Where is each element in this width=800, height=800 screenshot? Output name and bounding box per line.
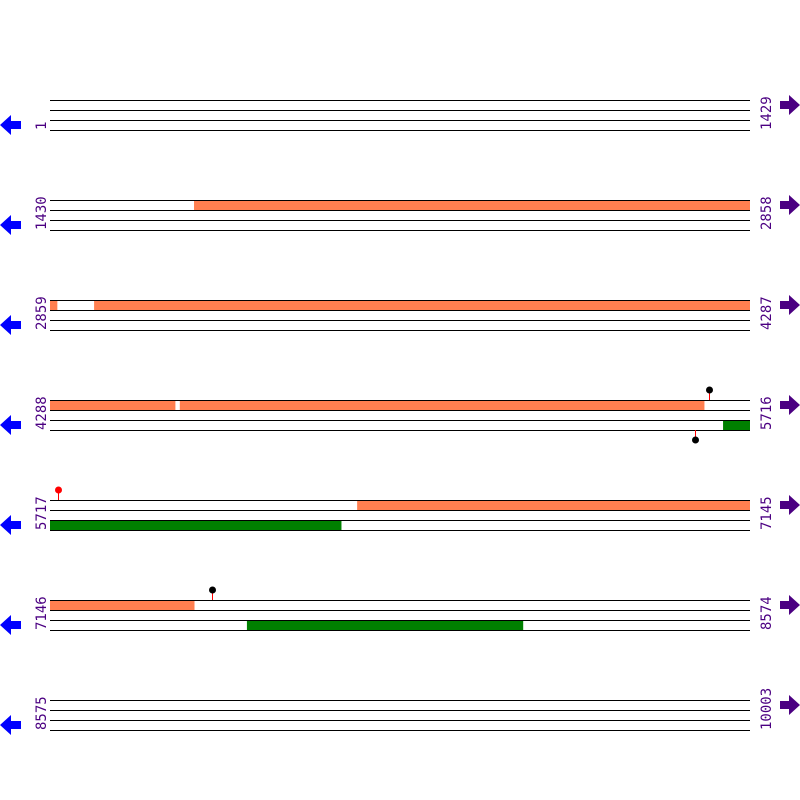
sequence-row: 1430 2858	[0, 195, 800, 235]
arrow-left-icon[interactable]	[0, 715, 21, 735]
forward-orf-bar	[50, 400, 176, 410]
arrow-left-icon[interactable]	[0, 415, 21, 435]
row-start-label: 5717	[34, 496, 50, 530]
row-end-label: 4287	[759, 296, 775, 330]
marker-dot	[55, 486, 62, 494]
arrow-right-icon[interactable]	[780, 295, 800, 315]
marker-dot	[692, 436, 699, 444]
forward-orf-bar	[194, 200, 751, 210]
row-end-label: 1429	[759, 96, 775, 130]
forward-orf-bar	[50, 600, 195, 610]
reverse-orf-bar	[50, 520, 342, 530]
row-start-label: 1430	[34, 196, 50, 230]
row-start-label: 1	[34, 122, 50, 130]
sequence-row: 5717 7145	[0, 486, 800, 535]
row-start-label: 8575	[34, 696, 50, 730]
arrow-left-icon[interactable]	[0, 515, 21, 535]
arrow-right-icon[interactable]	[780, 595, 800, 615]
forward-orf-bar	[50, 300, 58, 310]
sequence-row: 4288 5716	[0, 386, 800, 444]
row-end-label: 7145	[759, 496, 775, 530]
row-start-label: 2859	[34, 296, 50, 330]
reverse-orf-bar	[246, 620, 524, 630]
reverse-orf-bar	[723, 420, 750, 430]
arrow-left-icon[interactable]	[0, 215, 21, 235]
arrow-right-icon[interactable]	[780, 195, 800, 215]
marker-dot	[209, 586, 216, 594]
row-end-label: 10003	[759, 688, 775, 730]
arrow-left-icon[interactable]	[0, 315, 21, 335]
arrow-left-icon[interactable]	[0, 615, 21, 635]
row-start-label: 4288	[34, 396, 50, 430]
row-end-label: 2858	[759, 196, 775, 230]
sequence-row: 8575 10003	[0, 688, 800, 735]
row-start-label: 7146	[34, 596, 50, 630]
row-end-label: 5716	[759, 396, 775, 430]
row-end-label: 8574	[759, 596, 775, 630]
arrow-left-icon[interactable]	[0, 115, 21, 135]
marker-dot	[706, 386, 713, 394]
arrow-right-icon[interactable]	[780, 95, 800, 115]
arrow-right-icon[interactable]	[780, 495, 800, 515]
forward-orf-bar	[94, 300, 750, 310]
forward-orf-bar	[357, 500, 750, 510]
sequence-row: 7146 8574	[0, 586, 800, 635]
sequence-row: 2859 4287	[0, 295, 800, 335]
arrow-right-icon[interactable]	[780, 395, 800, 415]
arrow-right-icon[interactable]	[780, 695, 800, 715]
sequence-row: 1 1429	[0, 95, 800, 135]
forward-orf-bar	[179, 400, 705, 410]
